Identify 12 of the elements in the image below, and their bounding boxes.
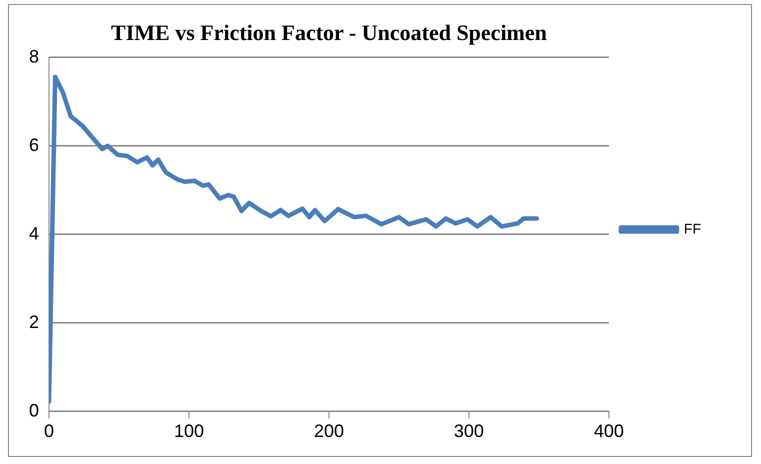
x-tick-label: 400 [594,421,624,442]
x-tick-label: 200 [314,421,344,442]
y-tick-label: 8 [28,46,40,66]
x-tick-label: 300 [454,421,484,442]
x-tick-label: 0 [44,421,54,442]
y-tick-label: 2 [28,312,40,332]
y-tick-label: 0 [28,400,40,420]
x-tick-label: 100 [174,421,204,442]
y-tick-label: 6 [28,134,40,155]
chart-title: TIME vs Friction Factor - Uncoated Specimen [111,20,547,45]
legend-label: FF [684,220,702,236]
y-tick-label: 4 [28,223,40,244]
